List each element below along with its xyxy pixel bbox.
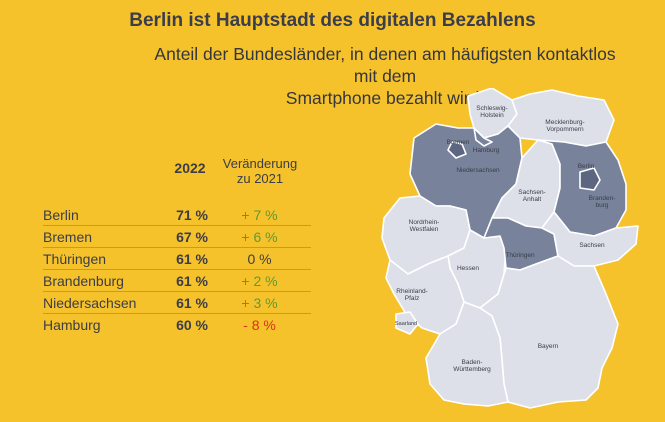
column-header-change: Veränderung zu 2021	[215, 156, 305, 186]
table-row: Berlin 71 % + 7 %	[43, 204, 311, 226]
label-nrw: Nordrhein-Westfalen	[409, 219, 440, 233]
ranking-table: Berlin 71 % + 7 % Bremen 67 % + 6 % Thür…	[43, 204, 311, 335]
column-header-change-line-1: Veränderung	[222, 156, 298, 171]
label-sachsen: Sachsen	[579, 242, 605, 249]
page-title: Berlin ist Hauptstadt des digitalen Beza…	[129, 10, 536, 31]
state-baden-wuerttemberg	[425, 301, 509, 407]
table-row: Hamburg 60 % - 8 %	[43, 314, 311, 335]
change-value: 0 %	[247, 250, 272, 267]
label-brandenburg: Branden-burg	[589, 195, 616, 209]
label-schleswig-holstein: Schleswig-Holstein	[476, 105, 507, 119]
table-row: Brandenburg 61 % + 2 %	[43, 270, 311, 292]
state-name: Niedersachsen	[43, 294, 137, 311]
label-berlin: Berlin	[578, 163, 595, 170]
state-mecklenburg-vorpommern	[507, 89, 615, 147]
change-value: - 8 %	[243, 316, 276, 333]
label-sachsen-anhalt: Sachsen-Anhalt	[518, 189, 545, 203]
share-value: 61 %	[176, 294, 208, 311]
state-saarland	[395, 311, 419, 335]
map-labels: Schleswig-Holstein Mecklenburg-Vorpommer…	[395, 105, 615, 373]
change-value: + 7 %	[241, 206, 278, 223]
label-bremen: Bremen	[447, 139, 470, 146]
label-baden-wuerttemberg: Baden-Württemberg	[453, 359, 491, 373]
label-thueringen: Thüringen	[505, 252, 535, 259]
label-rheinland-pfalz: Rheinland-Pfalz	[396, 288, 427, 302]
share-value: 61 %	[176, 250, 208, 267]
share-value: 60 %	[176, 316, 208, 333]
table-row: Niedersachsen 61 % + 3 %	[43, 292, 311, 314]
change-value: + 3 %	[241, 294, 278, 311]
label-bayern: Bayern	[538, 343, 559, 350]
state-bremen	[447, 141, 467, 159]
state-hamburg	[473, 127, 493, 147]
state-name: Thüringen	[43, 250, 107, 267]
label-mecklenburg-vorpommern: Mecklenburg-Vorpommern	[545, 119, 584, 133]
table-row: Bremen 67 % + 6 %	[43, 226, 311, 248]
change-value: + 2 %	[241, 272, 278, 289]
change-value: + 6 %	[241, 228, 278, 245]
state-name: Brandenburg	[43, 272, 124, 289]
table-row: Thüringen 61 % 0 %	[43, 248, 311, 270]
germany-map: Schleswig-Holstein Mecklenburg-Vorpommer…	[381, 88, 639, 409]
share-value: 67 %	[176, 228, 208, 245]
subtitle-line-1: Anteil der Bundesländer, in denen am häu…	[154, 44, 616, 86]
state-berlin	[579, 167, 601, 191]
share-value: 61 %	[176, 272, 208, 289]
state-name: Bremen	[43, 228, 93, 245]
share-value: 71 %	[176, 206, 208, 223]
label-hamburg: Hamburg	[473, 147, 500, 154]
label-hessen: Hessen	[457, 265, 479, 272]
state-name: Hamburg	[43, 316, 101, 333]
subtitle: Anteil der Bundesländer, in denen am häu…	[150, 43, 620, 109]
column-header-change-line-2: zu 2021	[236, 171, 284, 186]
column-header-year: 2022	[174, 160, 206, 176]
label-saarland: Saarland	[395, 321, 417, 327]
state-name: Berlin	[43, 206, 79, 223]
subtitle-line-2: Smartphone bezahlt wird:	[285, 88, 485, 108]
label-niedersachsen: Niedersachsen	[456, 167, 500, 174]
